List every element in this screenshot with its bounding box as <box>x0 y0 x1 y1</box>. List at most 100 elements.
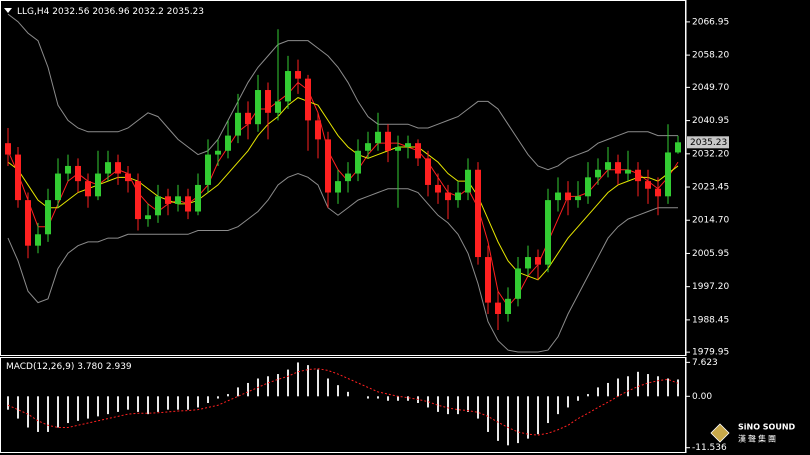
open-readout: 2032.56 <box>52 7 89 17</box>
macd-signal-readout: 2.939 <box>106 362 132 372</box>
candle-body <box>45 200 51 235</box>
y-tick-label: 2066.95 <box>692 17 729 27</box>
candle-body <box>295 71 301 79</box>
candle-body <box>335 181 341 193</box>
y-tick-label: 1988.45 <box>692 315 729 325</box>
candle-body <box>55 173 61 201</box>
candle-body <box>285 71 291 102</box>
candle-body <box>235 112 241 136</box>
candle-body <box>365 143 371 151</box>
indicator-line <box>7 13 678 171</box>
candle-body <box>225 135 231 151</box>
candle-body <box>675 142 681 153</box>
candle-body <box>255 90 261 125</box>
candle-body <box>115 162 121 174</box>
candle-body <box>645 181 651 189</box>
menu-arrow[interactable] <box>4 8 12 13</box>
candle-body <box>555 192 561 201</box>
candle-body <box>625 169 631 174</box>
macd-panel-frame <box>0 357 686 453</box>
macd-header: MACD(12,26,9) 3.780 2.939 <box>6 362 132 372</box>
logo-subtitle: 漢聲集團 <box>738 434 778 444</box>
candle-body <box>615 162 621 174</box>
candle-body <box>265 90 271 113</box>
candle-body <box>395 146 401 151</box>
y-tick-label: 7.623 <box>692 358 718 368</box>
y-tick-label: 1997.20 <box>692 282 729 292</box>
candle-body <box>565 192 571 201</box>
candle-body <box>595 169 601 178</box>
y-tick-label: 2058.20 <box>692 51 729 61</box>
candle-body <box>145 215 151 220</box>
candle-body <box>545 200 551 265</box>
candle-body <box>325 139 331 193</box>
chart-header: LLG,H4 2032.56 2036.96 2032.2 2035.23 <box>17 7 204 17</box>
candle-body <box>245 112 251 125</box>
candle-body <box>105 162 111 174</box>
last-price-box <box>687 136 729 149</box>
candle-body <box>495 302 501 315</box>
y-tick-label: -11.536 <box>692 443 727 453</box>
y-tick-label: 2005.95 <box>692 249 729 259</box>
candle-body <box>155 196 161 216</box>
y-tick-label: 1979.95 <box>692 348 729 358</box>
candle-body <box>65 165 71 174</box>
macd-main-readout: 3.780 <box>77 362 103 372</box>
y-tick-label: 2023.45 <box>692 183 729 193</box>
indicator-line <box>7 97 679 281</box>
candle-body <box>305 78 311 121</box>
candle-body <box>355 150 361 174</box>
y-tick-label: 2040.95 <box>692 116 729 126</box>
candle-body <box>405 143 411 147</box>
candle-body <box>655 188 661 197</box>
candle-body <box>275 101 281 113</box>
candle-body <box>345 173 351 182</box>
candle-body <box>25 200 31 246</box>
indicator-line <box>7 173 678 353</box>
candle-body <box>215 150 221 155</box>
candle-body <box>75 165 81 182</box>
y-tick-label: 0.00 <box>692 392 712 402</box>
candle-body <box>165 196 171 204</box>
candle-body <box>185 196 191 212</box>
candle-body <box>175 196 181 204</box>
candle-body <box>665 152 671 197</box>
candle-body <box>585 177 591 197</box>
candle-body <box>505 298 511 315</box>
symbol: LLG,H4 <box>17 7 50 17</box>
signal-line <box>7 368 679 436</box>
candle-body <box>385 131 391 151</box>
candle-body <box>205 154 211 185</box>
candle-body <box>135 181 141 220</box>
candle-body <box>435 184 441 193</box>
price-panel-frame <box>0 0 686 356</box>
candle-body <box>575 196 581 201</box>
candle-body <box>35 234 41 246</box>
candle-body <box>455 192 461 201</box>
y-tick-label: 2049.70 <box>692 83 729 93</box>
candle-body <box>15 154 21 201</box>
macd-title: MACD(12,26,9) <box>6 362 74 372</box>
candle-body <box>475 169 481 258</box>
logo-name: SiNO SOUND <box>738 423 796 432</box>
candle-body <box>465 169 471 193</box>
low-readout: 2032.2 <box>132 7 164 17</box>
candle-body <box>315 120 321 140</box>
candle-body <box>525 257 531 269</box>
candle-body <box>515 268 521 299</box>
candle-body <box>535 257 541 265</box>
y-tick-label: 2032.20 <box>692 149 729 159</box>
candle-body <box>95 173 101 197</box>
candle-body <box>375 131 381 144</box>
candle-body <box>425 158 431 185</box>
candle-body <box>605 162 611 170</box>
candle-body <box>485 257 491 303</box>
y-tick-label: 2014.70 <box>692 216 729 226</box>
candle-body <box>415 143 421 159</box>
candle-body <box>85 181 91 197</box>
last-price-label: 2035.23 <box>690 138 727 148</box>
candle-body <box>125 173 131 182</box>
candle-body <box>5 143 11 155</box>
candle-body <box>195 184 201 212</box>
